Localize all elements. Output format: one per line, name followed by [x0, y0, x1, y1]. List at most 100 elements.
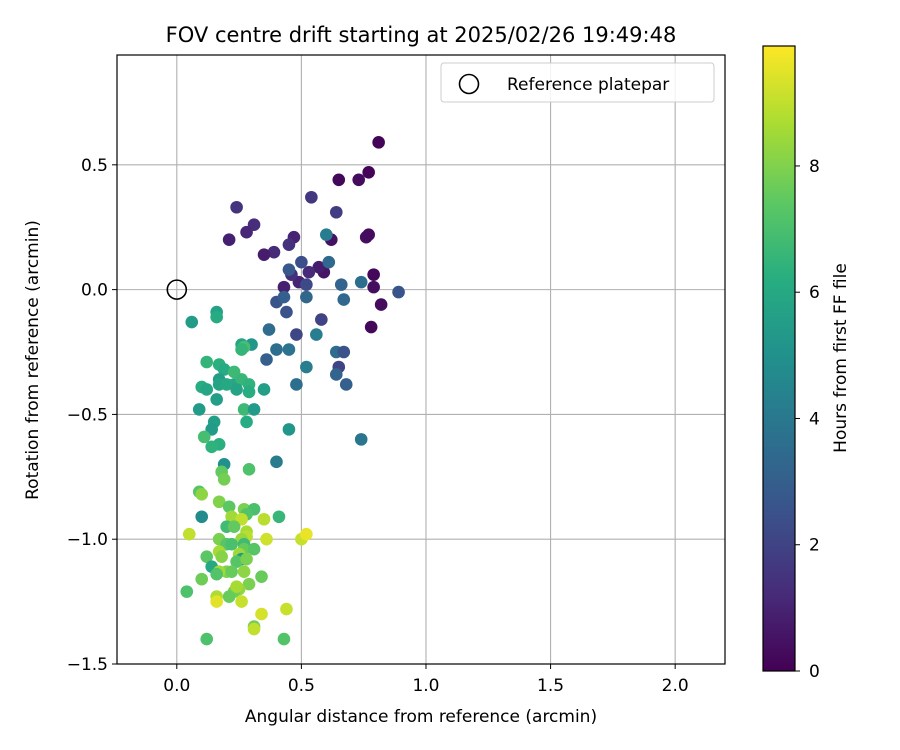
colorbar-tick-label: 2: [809, 536, 820, 556]
data-point: [332, 173, 346, 187]
legend: Reference platepar: [440, 62, 715, 103]
data-point: [337, 345, 351, 359]
data-point: [277, 290, 291, 304]
data-point: [290, 328, 303, 341]
data-point: [354, 433, 368, 446]
data-point: [195, 510, 209, 524]
legend-box: [440, 62, 715, 103]
data-point: [220, 378, 233, 391]
data-point: [212, 495, 226, 509]
data-point: [277, 632, 291, 646]
data-point: [247, 542, 261, 556]
data-point: [270, 455, 283, 469]
data-point: [315, 313, 328, 326]
y-axis-label: Rotation from reference (arcmin): [23, 220, 43, 500]
data-points: [180, 136, 405, 646]
y-tick-label: 0.0: [81, 281, 108, 301]
data-point: [200, 383, 214, 396]
data-point: [240, 225, 253, 239]
data-point: [257, 383, 271, 396]
data-point: [362, 166, 375, 179]
data-point: [257, 248, 271, 261]
data-point: [195, 572, 209, 586]
data-point: [260, 353, 273, 366]
data-point: [367, 268, 380, 281]
colorbar-gradient: [762, 45, 796, 672]
data-point: [305, 190, 318, 204]
data-point: [295, 255, 308, 269]
data-point: [300, 360, 313, 374]
data-point: [277, 280, 291, 294]
colorbar-tick-label: 6: [809, 283, 820, 303]
data-point: [392, 285, 405, 299]
data-point: [215, 550, 228, 563]
data-point: [225, 565, 238, 578]
legend-marker-icon: [458, 73, 480, 95]
data-point: [374, 298, 388, 311]
data-point: [302, 265, 316, 279]
data-point: [255, 607, 268, 621]
data-point: [242, 463, 256, 476]
data-point: [230, 383, 243, 396]
data-point: [282, 423, 296, 436]
data-point: [230, 580, 243, 593]
data-point: [185, 315, 199, 329]
data-point: [200, 550, 214, 563]
y-tick-label: −1.5: [67, 655, 108, 675]
data-point: [225, 510, 238, 524]
data-point: [240, 415, 253, 429]
data-point: [222, 590, 236, 603]
x-tick-label: 1.5: [537, 676, 564, 696]
data-point: [312, 260, 326, 274]
data-point: [237, 565, 251, 578]
data-point: [262, 323, 276, 336]
data-point: [322, 255, 336, 269]
data-point: [280, 602, 293, 616]
data-point: [210, 310, 223, 324]
data-point: [200, 355, 214, 369]
colorbar-ticks: 0 2 4 6 8: [795, 157, 820, 682]
data-point: [217, 473, 231, 486]
data-point: [235, 595, 248, 608]
data-point: [282, 343, 296, 356]
data-point: [230, 200, 243, 214]
data-point: [230, 555, 243, 568]
colorbar-tick-label: 4: [809, 409, 820, 429]
colorbar-tick-label: 8: [809, 157, 820, 177]
data-point: [235, 343, 248, 356]
data-point: [217, 363, 231, 376]
data-point: [195, 487, 209, 501]
data-point: [227, 520, 241, 534]
data-point: [242, 385, 256, 399]
x-tick-label: 2.0: [662, 676, 689, 696]
data-point: [242, 577, 256, 591]
data-point: [282, 238, 296, 251]
data-point: [247, 622, 261, 636]
data-point: [180, 585, 194, 598]
data-point: [222, 233, 236, 246]
data-point: [222, 500, 236, 514]
data-point: [372, 136, 385, 149]
data-point: [282, 263, 296, 276]
data-point: [364, 320, 378, 334]
colorbar-tick-label: 0: [809, 662, 820, 682]
data-point: [210, 567, 223, 581]
data-point: [337, 293, 351, 306]
data-point: [272, 510, 286, 524]
data-point: [182, 527, 196, 541]
data-point: [280, 305, 293, 319]
data-point: [247, 403, 261, 416]
reference-platepar-marker: [166, 279, 188, 300]
data-point: [267, 245, 281, 259]
axis-ticks: 0.0 0.5 1.0 1.5 2.0 −1.5 −1.0 −0.5 0.0 0.5: [67, 156, 689, 696]
data-point: [300, 278, 313, 291]
data-point: [240, 552, 253, 566]
colorbar-label: Hours from first FF file: [831, 263, 851, 453]
data-point: [362, 228, 375, 242]
data-point: [352, 173, 366, 187]
data-point: [225, 537, 238, 551]
data-point: [367, 280, 380, 294]
data-point: [290, 378, 303, 391]
data-point: [257, 512, 271, 526]
data-point: [339, 378, 353, 391]
